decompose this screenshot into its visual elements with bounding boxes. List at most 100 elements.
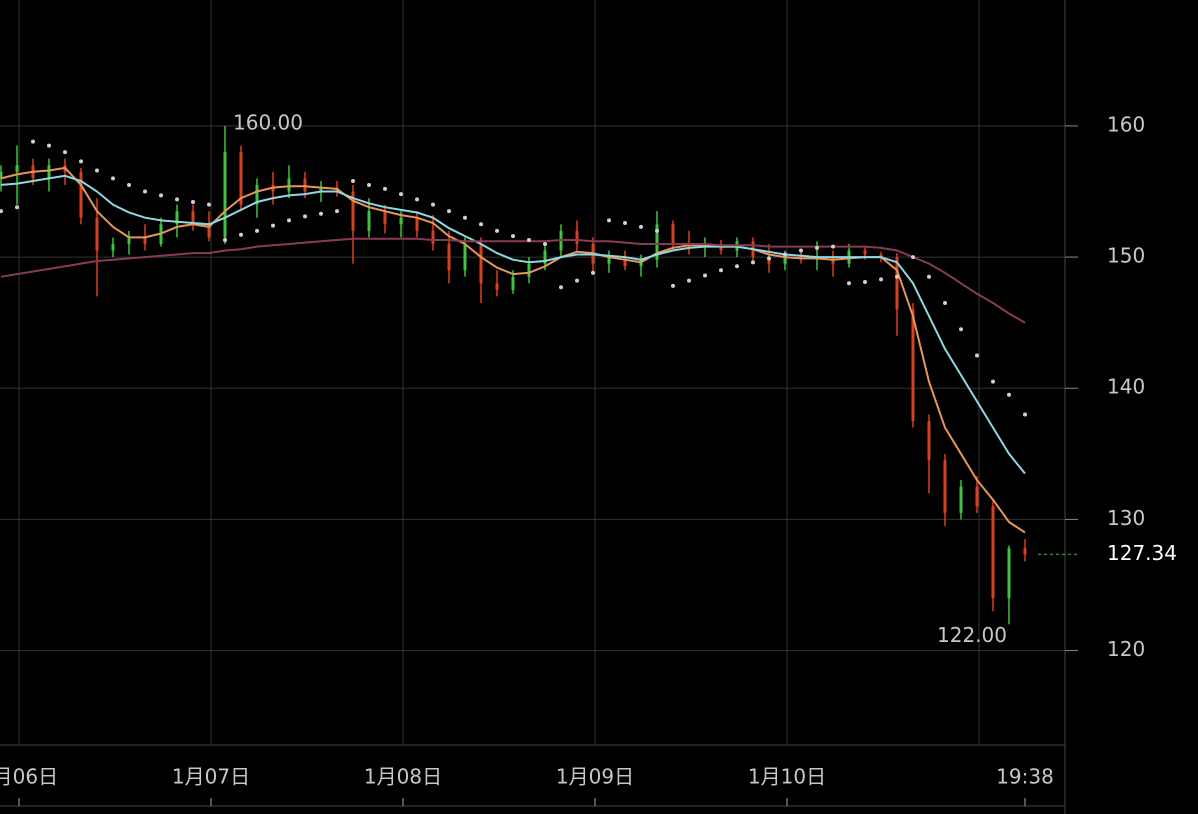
candle-body (303, 178, 307, 192)
candle-body (175, 211, 179, 225)
candle-body (431, 230, 435, 244)
sar-dot (47, 143, 51, 148)
price-annotation: 122.00 (937, 623, 1007, 647)
sar-dot (943, 300, 947, 305)
candle-body (111, 243, 115, 251)
sar-dot (191, 199, 195, 204)
sar-dot (687, 278, 691, 283)
candle-body (607, 257, 611, 264)
candle-body (15, 165, 19, 172)
candle-body (863, 250, 867, 255)
candle-body (143, 237, 147, 244)
candle-body (47, 165, 51, 179)
y-tick-label: 160 (1107, 112, 1145, 136)
candle-body (959, 486, 963, 513)
sar-dot (207, 202, 211, 207)
sar-dot (383, 186, 387, 191)
candle-body (463, 243, 467, 271)
sar-dot (639, 224, 643, 229)
sar-dot (991, 379, 995, 384)
sar-dot (895, 274, 899, 279)
candle-body (239, 152, 243, 205)
candle-body (495, 283, 499, 290)
moving-average (0, 237, 1026, 324)
sar-dot (703, 273, 707, 278)
sar-dot (783, 252, 787, 257)
candle-body (991, 506, 995, 599)
x-tick-label: 1月09日 (556, 765, 634, 789)
candle-body (623, 257, 627, 267)
sar-dot (735, 264, 739, 269)
sar-dot (31, 139, 35, 144)
sar-dot (527, 238, 531, 243)
sar-dot (463, 215, 467, 220)
sar-dot (431, 202, 435, 207)
candle-body (911, 309, 915, 422)
candle-body (975, 486, 979, 507)
x-tick-label: 1月06日 (0, 765, 58, 789)
candle-body (95, 217, 99, 251)
sar-dot (959, 327, 963, 332)
candle-body (927, 421, 931, 461)
sar-dot (111, 176, 115, 181)
candle-body (191, 211, 195, 225)
candle-body (575, 230, 579, 244)
sar-dot (1023, 412, 1027, 417)
sar-dot (511, 234, 515, 239)
sar-dot (975, 353, 979, 358)
sar-dot (367, 182, 371, 187)
sar-dot (351, 179, 355, 184)
sar-dot (159, 193, 163, 198)
candle-body (895, 257, 899, 310)
price-annotation: 160.00 (233, 110, 303, 134)
candle-body (543, 250, 547, 264)
candle-body (0, 171, 3, 179)
x-tick-label: 1月07日 (172, 765, 250, 789)
candle-body (367, 211, 371, 231)
candle-body (783, 254, 787, 264)
candle-body (943, 460, 947, 513)
sar-dot (623, 220, 627, 225)
x-tick-label: 19:38 (996, 765, 1054, 789)
sar-dot (399, 192, 403, 197)
y-tick-label: 130 (1107, 506, 1145, 530)
candle-body (255, 184, 259, 205)
sar-dot (719, 268, 723, 273)
candle-body (287, 178, 291, 192)
sar-dot (847, 281, 851, 286)
sar-dot (63, 150, 67, 155)
sar-dot (559, 285, 563, 290)
candle-body (319, 187, 323, 192)
sar-dot (79, 159, 83, 164)
sar-dot (0, 209, 3, 214)
sar-dot (575, 278, 579, 283)
sar-dot (127, 182, 131, 187)
sar-dot (751, 260, 755, 265)
sar-dot (447, 209, 451, 214)
sar-dot (671, 283, 675, 288)
sar-dot (815, 245, 819, 250)
candle-body (527, 263, 531, 277)
sar-dot (831, 244, 835, 249)
y-tick-label: 150 (1107, 244, 1145, 268)
x-tick-label: 1月10日 (748, 765, 826, 789)
sar-dot (543, 241, 547, 246)
candle-body (399, 217, 403, 225)
sar-dot (655, 228, 659, 233)
candle-body (415, 217, 419, 231)
sar-dot (335, 209, 339, 214)
sar-dot (95, 168, 99, 173)
candle-body (79, 171, 83, 218)
sar-dot (927, 274, 931, 279)
candle-body (127, 237, 131, 244)
sar-dot (607, 218, 611, 223)
sar-dot (415, 197, 419, 202)
sar-dot (1007, 392, 1011, 397)
x-tick-label: 1月08日 (364, 765, 442, 789)
candle-body (351, 191, 355, 231)
candle-body (511, 276, 515, 290)
sar-dot (767, 256, 771, 261)
